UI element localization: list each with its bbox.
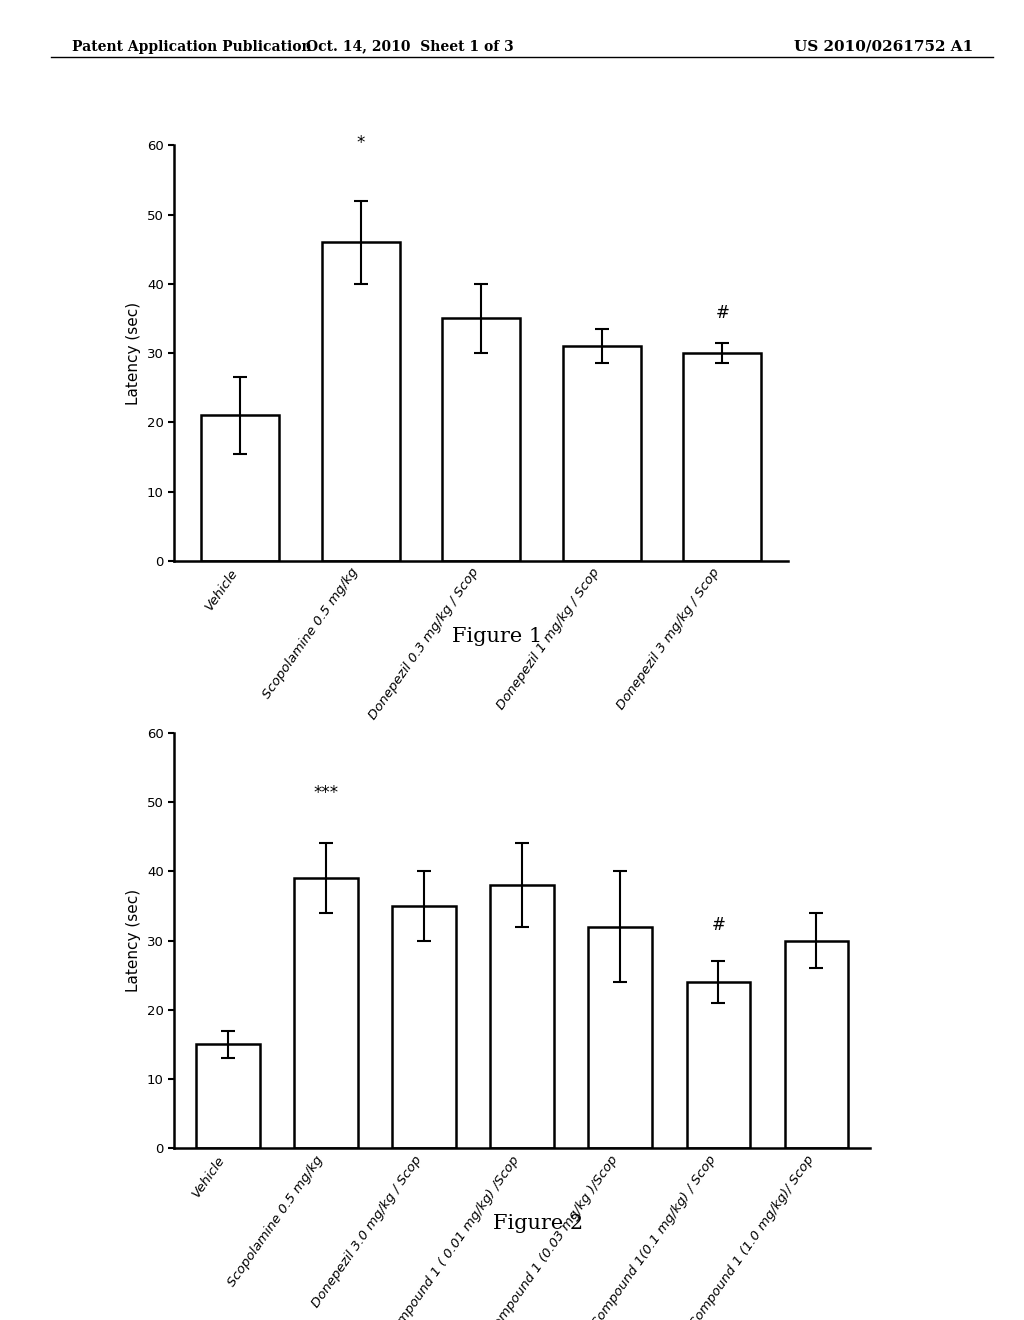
Bar: [562, 346, 641, 561]
Text: US 2010/0261752 A1: US 2010/0261752 A1: [794, 40, 973, 54]
Text: Figure 2: Figure 2: [493, 1214, 583, 1233]
Text: *: *: [356, 135, 365, 152]
Bar: [392, 906, 456, 1148]
Text: #: #: [716, 304, 729, 322]
Bar: [322, 243, 400, 561]
Bar: [589, 927, 652, 1148]
Text: Oct. 14, 2010  Sheet 1 of 3: Oct. 14, 2010 Sheet 1 of 3: [306, 40, 513, 54]
Bar: [686, 982, 751, 1148]
Text: Figure 1: Figure 1: [452, 627, 542, 645]
Bar: [490, 886, 554, 1148]
Bar: [784, 940, 848, 1148]
Bar: [294, 878, 358, 1148]
Bar: [442, 318, 520, 561]
Text: ***: ***: [313, 784, 339, 803]
Text: Patent Application Publication: Patent Application Publication: [72, 40, 311, 54]
Y-axis label: Latency (sec): Latency (sec): [126, 888, 141, 993]
Bar: [197, 1044, 260, 1148]
Text: #: #: [712, 916, 725, 933]
Bar: [201, 416, 280, 561]
Y-axis label: Latency (sec): Latency (sec): [126, 301, 141, 405]
Bar: [683, 354, 762, 561]
